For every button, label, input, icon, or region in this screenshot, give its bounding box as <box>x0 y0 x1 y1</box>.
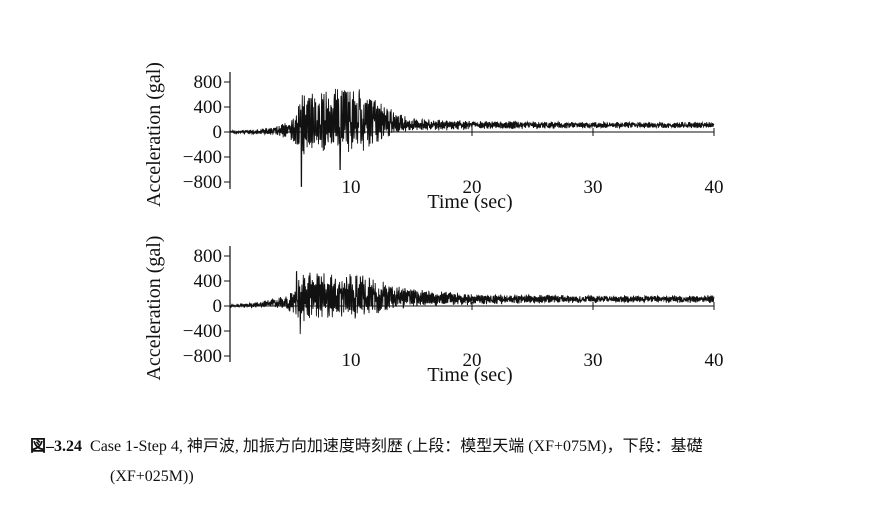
top-acceleration-series <box>229 88 715 187</box>
caption-line-2: (XF+025M)) <box>110 468 194 485</box>
bottom-y-tick-label: 0 <box>213 296 223 317</box>
caption-number: 図–3.24 <box>30 438 83 455</box>
bottom-x-tick-label: 30 <box>584 350 603 371</box>
caption-line-1: Case 1-Step 4, 神戸波, 加振方向加速度時刻歴 (上段：模型天端 … <box>90 438 703 455</box>
figure-caption: 図–3.24 Case 1-Step 4, 神戸波, 加振方向加速度時刻歴 (上段… <box>30 432 860 492</box>
bottom-y-tick-label: −400 <box>183 321 222 342</box>
top-x-axis-label: Time (sec) <box>427 191 512 213</box>
top-y-tick-label: 400 <box>194 97 223 118</box>
top-y-axis-label: Acceleration (gal) <box>143 62 165 207</box>
bottom-acceleration-series <box>229 271 715 335</box>
bottom-x-tick-label: 40 <box>705 350 724 371</box>
top-y-tick-label: −400 <box>183 147 222 168</box>
top-y-tick-label: 0 <box>213 122 223 143</box>
bottom-x-axis-label: Time (sec) <box>427 364 512 386</box>
bottom-x-tick-label: 10 <box>342 350 361 371</box>
bottom-y-tick-label: 800 <box>194 246 223 267</box>
top-x-tick-label: 20 <box>463 177 482 198</box>
top-x-tick-label: 40 <box>705 177 724 198</box>
bottom-y-axis-label: Acceleration (gal) <box>143 236 165 381</box>
top-x-tick-label: 30 <box>584 177 603 198</box>
bottom-x-tick-label: 20 <box>463 350 482 371</box>
bottom-y-tick-label: 400 <box>194 271 223 292</box>
top-y-tick-label: −800 <box>183 172 222 193</box>
bottom-y-tick-label: −800 <box>183 346 222 367</box>
top-x-tick-label: 10 <box>342 177 361 198</box>
top-y-tick-label: 800 <box>194 72 223 93</box>
